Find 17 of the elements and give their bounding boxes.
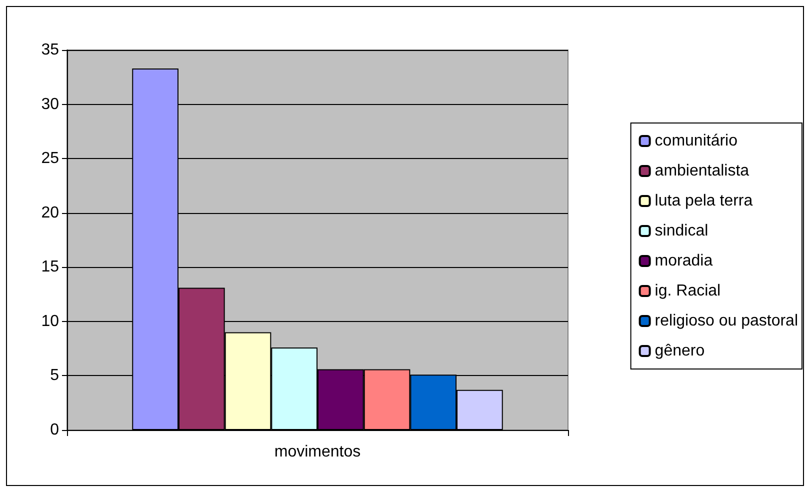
legend-label: moradia (654, 252, 713, 270)
legend-label: gênero (654, 342, 705, 360)
y-tick-label: 10 (41, 312, 60, 330)
legend-label: comunitário (654, 132, 738, 150)
y-tick-label: 30 (41, 96, 60, 113)
legend-label: ambientalista (654, 162, 750, 180)
legend-label: luta pela terra (654, 192, 753, 210)
legend-label: sindical (654, 222, 708, 240)
legend-label: religioso ou pastoral (654, 312, 798, 330)
legend-label: ig. Racial (654, 282, 721, 300)
y-tick-label: 15 (41, 258, 60, 276)
y-tick-label: 20 (41, 204, 60, 222)
x-tick-label: movimentos (274, 444, 361, 460)
y-tick-label: 25 (41, 150, 60, 168)
y-tick-label: 0 (50, 422, 60, 438)
y-tick-label: 5 (50, 367, 60, 384)
y-tick-label: 35 (41, 42, 60, 58)
